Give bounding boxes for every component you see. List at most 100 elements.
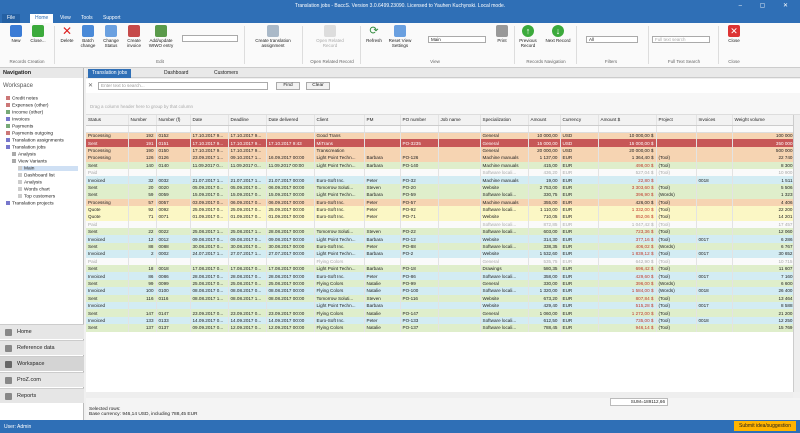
nav-reports-button[interactable]: Reports [0, 388, 84, 403]
column-header[interactable]: Number (f) [156, 115, 191, 126]
column-header[interactable]: Specialization [480, 115, 529, 126]
table-row[interactable]: Sent 20 0020 05.09.2017 0... 05.09.2017 0...… [86, 183, 793, 192]
search-input[interactable]: Enter text to search... [98, 82, 268, 90]
filter-cell[interactable] [696, 125, 733, 133]
table-row[interactable]: Quote 71 0071 01.09.2017 0... 01.09.2017 0..… [86, 213, 793, 221]
batch-change-button[interactable]: Batch change [78, 25, 98, 48]
create-assignment-button[interactable]: Create translation assignment [248, 25, 298, 48]
table-row[interactable]: Paid Flying Colors General 535,75 EUR 642,90 … [86, 257, 793, 266]
table-row[interactable]: Sent 18 0018 17.08.2017 0... 17.08.2017 0...… [86, 265, 793, 273]
horizontal-scrollbar[interactable] [86, 392, 793, 398]
column-header[interactable]: Amount $ [598, 115, 657, 126]
table-row[interactable]: Sent 147 0147 23.09.2017 0... 23.09.2017 0..… [86, 309, 793, 317]
column-header[interactable]: Date delivered [266, 115, 315, 126]
column-header[interactable]: Status [86, 115, 129, 126]
refresh-button[interactable]: ⟳ Refresh [366, 25, 382, 43]
tree-payments[interactable]: Payments [6, 124, 33, 129]
column-header[interactable]: Project [656, 115, 697, 126]
column-header[interactable]: Date [190, 115, 229, 126]
filter-cell[interactable] [598, 125, 657, 133]
vertical-scrollbar[interactable] [793, 115, 800, 392]
table-row[interactable]: Paid Software locali... 436,20 EUR 527,04 $(… [86, 168, 793, 177]
reset-view-button[interactable]: Reset View Settings [386, 25, 414, 48]
table-row[interactable]: Paid Software locali... 872,85 EUR 1 047,42 … [86, 220, 793, 229]
tree-analysis-2[interactable]: Analysis [18, 180, 42, 185]
column-header[interactable]: Weight volume [732, 115, 793, 126]
nav-reference-data-button[interactable]: Reference data [0, 340, 84, 355]
filter-cell[interactable] [156, 125, 191, 133]
find-button[interactable]: Find [276, 82, 300, 90]
filter-cell[interactable] [266, 125, 315, 133]
filter-cell[interactable] [560, 125, 599, 133]
filter-cell[interactable] [656, 125, 697, 133]
next-record-button[interactable]: ↓ Next Record [545, 25, 571, 43]
tree-top-customers[interactable]: Top customers [18, 194, 55, 199]
table-row[interactable]: Processing 192 0152 17.10.2017 9... 17.10.20… [86, 132, 793, 140]
close-search-icon[interactable]: ✕ [88, 83, 94, 89]
tab-dashboard[interactable]: Dashboard [164, 70, 189, 76]
filter-cell[interactable] [190, 125, 229, 133]
add-wiwo-button[interactable]: Add/update WIWO entry [146, 25, 176, 48]
table-row[interactable]: Sent 191 0151 17.10.2017 9... 17.10.2017 9..… [86, 139, 793, 147]
column-header[interactable]: Number [128, 115, 157, 126]
table-row[interactable]: Sent 137 0137 09.09.2017 0... 12.09.2017 0..… [86, 324, 793, 332]
filter-cell[interactable] [732, 125, 793, 133]
column-header[interactable]: Client [314, 115, 365, 126]
table-row[interactable]: Invoiced Light Point Techn... Barbara Websi… [86, 301, 793, 310]
window-controls[interactable]: – ▢ ✕ [738, 3, 796, 9]
table-row[interactable]: Invoiced 12 0012 09.08.2017 0... 09.08.2017 … [86, 235, 793, 243]
menu-tools[interactable]: Tools [81, 15, 93, 21]
table-row[interactable]: Sent 22 0022 25.08.2017 1... 25.08.2017 1...… [86, 228, 793, 236]
group-panel[interactable]: Drag a column header here to group by th… [86, 93, 800, 115]
column-header[interactable]: Amount [528, 115, 561, 126]
filter-cell[interactable] [480, 125, 529, 133]
filter-cell[interactable] [364, 125, 401, 133]
column-header[interactable]: PM [364, 115, 401, 126]
menu-home[interactable]: Home [30, 14, 54, 23]
column-header[interactable]: PO number [400, 115, 439, 126]
tree-payments-outgoing[interactable]: Payments outgoing [6, 131, 53, 136]
tree-main[interactable]: Main [18, 166, 78, 172]
tree-words-chart[interactable]: Words chart [18, 187, 50, 192]
table-row[interactable]: Processing 126 0126 23.09.2017 1... 09.10.20… [86, 154, 793, 162]
filter-select[interactable]: All [586, 36, 638, 43]
tree-income[interactable]: Income (other) [6, 110, 43, 115]
nav-proz-button[interactable]: ProZ.com [0, 372, 84, 387]
open-related-button[interactable]: Open Related Record [312, 25, 348, 48]
table-row[interactable]: Sent 99 0099 25.08.2017 0... 25.08.2017 0...… [86, 279, 793, 288]
submit-idea-button[interactable]: Submit idea/suggestion [734, 421, 796, 431]
filter-cell[interactable] [228, 125, 267, 133]
tab-customers[interactable]: Customers [214, 70, 239, 76]
table-row[interactable]: Processing 190 0150 17.10.2017 9... 17.10.20… [86, 146, 793, 155]
filter-cell[interactable] [438, 125, 481, 133]
table-row[interactable]: Quote 92 0092 25.09.2017 0... 25.09.2017 0..… [86, 205, 793, 214]
table-row[interactable]: Invoiced 133 0133 14.09.2017 0... 14.09.2017… [86, 316, 793, 325]
tree-invoices[interactable]: Invoices [6, 117, 30, 122]
table-row[interactable]: Processing 57 0057 03.09.2017 0... 06.09.201… [86, 198, 793, 206]
view-select[interactable]: Main [428, 36, 486, 43]
tab-translation-jobs[interactable]: Translation jobs [88, 69, 132, 78]
filter-cell[interactable] [314, 125, 365, 133]
filter-cell[interactable] [86, 125, 129, 133]
create-invoice-button[interactable]: Create invoice [124, 25, 144, 48]
nav-home-button[interactable]: Home [0, 324, 84, 339]
tree-view-variants[interactable]: View Variants [12, 159, 47, 164]
filter-row[interactable] [86, 125, 793, 133]
menu-file[interactable]: File [2, 14, 21, 23]
menu-support[interactable]: Support [103, 15, 121, 21]
tree-translation-assignments[interactable]: Translation assignments [6, 138, 64, 143]
tree-dashboard-list[interactable]: Dashboard list [18, 173, 55, 178]
nav-workspace-button[interactable]: Workspace [0, 356, 84, 371]
column-header[interactable]: Job name [438, 115, 481, 126]
column-header[interactable]: Invoices [696, 115, 733, 126]
table-row[interactable]: Invoiced 2 0002 24.07.2017 1... 27.07.2017 1… [86, 250, 793, 258]
table-row[interactable]: Sent 116 0116 08.08.2017 1... 08.08.2017 1..… [86, 294, 793, 302]
close-records-button[interactable]: Close... [28, 25, 48, 43]
new-button[interactable]: New [6, 25, 26, 43]
column-header[interactable]: Deadline [228, 115, 267, 126]
table-row[interactable]: Invoiced 32 0032 21.07.2017 1... 21.07.2017 … [86, 176, 793, 184]
tree-analysis[interactable]: Analysis [12, 152, 36, 157]
table-row[interactable]: Invoiced 100 0100 08.08.2017 0... 08.08.2017… [86, 287, 793, 295]
filter-cell[interactable] [528, 125, 561, 133]
edit-combo[interactable] [182, 35, 238, 42]
